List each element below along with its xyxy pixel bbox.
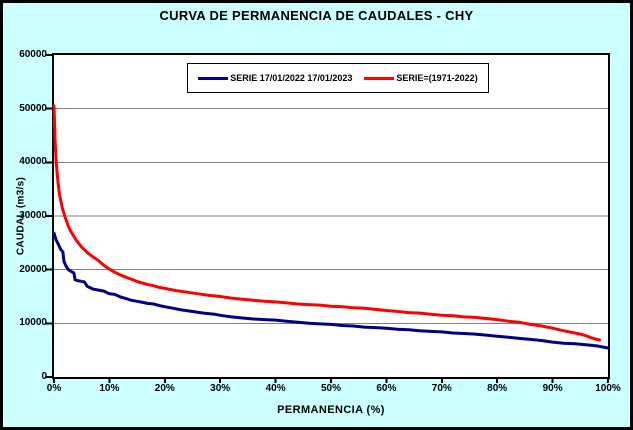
x-tick-label: 100% [595, 383, 621, 394]
series-line [52, 104, 602, 342]
x-tick-label: 60% [376, 383, 397, 394]
x-tick-label: 90% [542, 383, 563, 394]
legend-line-red-icon [364, 76, 395, 80]
x-tick-label: 50% [320, 383, 341, 394]
legend-line-blue-icon [198, 76, 229, 80]
y-tick-label: 50000 [19, 102, 47, 114]
x-tick-label: 0% [46, 383, 62, 394]
chart-title: CURVA DE PERMANENCIA DE CAUDALES - CHY [159, 8, 474, 23]
y-tick-label: 40000 [19, 156, 47, 168]
legend-label-serie-2022-2023: SERIE 17/01/2022 17/01/2023 [230, 73, 353, 83]
x-tick-label: 40% [265, 383, 286, 394]
plot-svg [46, 54, 610, 383]
legend-item-serie-1971-2022: SERIE=(1971-2022) [364, 73, 478, 83]
legend-label-serie-1971-2022: SERIE=(1971-2022) [396, 73, 478, 83]
series-line [52, 231, 610, 350]
y-tick-label: 60000 [19, 49, 47, 60]
y-tick-label: 0 [41, 371, 47, 382]
legend: SERIE 17/01/2022 17/01/2023 SERIE=(1971-… [187, 63, 489, 93]
x-tick-label: 10% [99, 383, 120, 394]
y-tick-label: 10000 [19, 317, 47, 329]
x-tick-label: 80% [487, 383, 508, 394]
x-axis-title: PERMANENCIA (%) [277, 404, 385, 416]
plot-area [46, 53, 610, 383]
y-tick-label: 30000 [19, 210, 47, 221]
y-tick-label: 20000 [19, 263, 47, 275]
legend-item-serie-2022-2023: SERIE 17/01/2022 17/01/2023 [198, 73, 352, 83]
x-tick-label: 20% [154, 383, 175, 394]
x-tick-label: 30% [210, 383, 231, 394]
x-tick-label: 70% [431, 383, 452, 394]
